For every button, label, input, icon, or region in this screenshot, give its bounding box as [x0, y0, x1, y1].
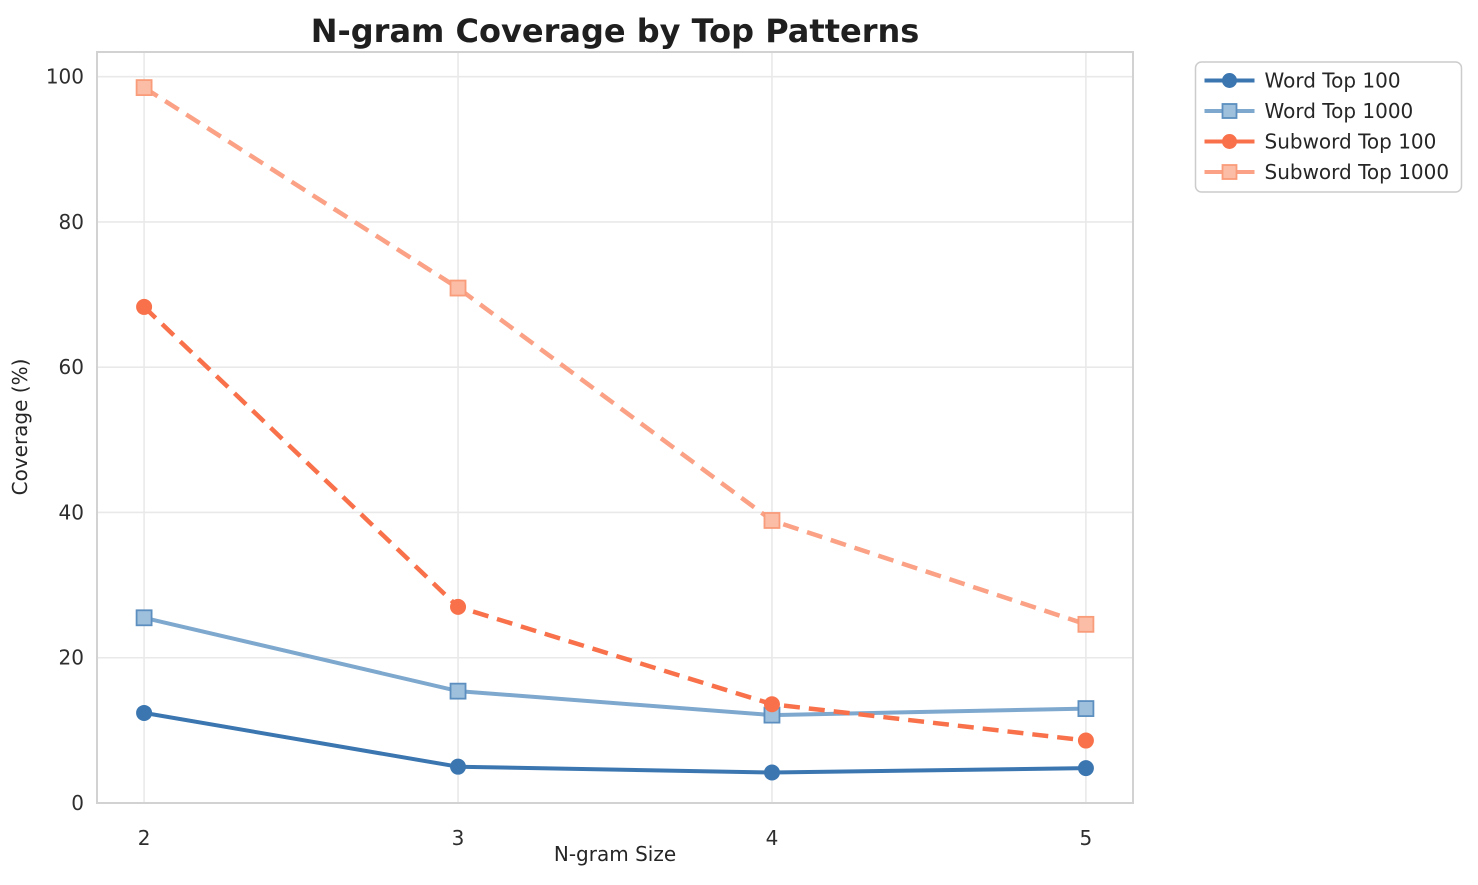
- legend-label-word-top-1000: Word Top 1000: [1265, 99, 1414, 123]
- marker-subword-top-100-x4: [763, 696, 780, 713]
- grid-layer: [96, 51, 1134, 804]
- legend-label-subword-top-100: Subword Top 100: [1265, 130, 1437, 154]
- legend-marker-word-top-1000: [1221, 103, 1238, 119]
- y-tick-label-100: 100: [46, 65, 84, 89]
- series-line-subword-top-1000: [142, 85, 1087, 627]
- marker-word-top-100-x4: [763, 764, 780, 781]
- legend-marker-subword-top-1000: [1221, 164, 1238, 180]
- marker-subword-top-1000-x4: [763, 512, 781, 529]
- y-tick-label-20: 20: [59, 646, 84, 670]
- marker-subword-top-100-x2: [136, 298, 153, 315]
- x-tick-label-3: 3: [452, 826, 465, 850]
- legend-marker-word-top-100: [1222, 73, 1237, 88]
- legend-item-word-top-100: Word Top 100: [1204, 69, 1401, 93]
- marker-subword-top-100-x3: [450, 598, 467, 615]
- marker-word-top-100-x5: [1077, 760, 1094, 777]
- marker-subword-top-1000-x5: [1077, 615, 1095, 633]
- y-tick-label-60: 60: [59, 355, 84, 379]
- legend-marker-subword-top-100: [1222, 134, 1237, 149]
- series-layer: [135, 79, 1095, 781]
- marker-subword-top-100-x5: [1077, 732, 1094, 749]
- series-line-subword-top-100: [142, 305, 1087, 743]
- y-tick-label-0: 0: [71, 791, 84, 815]
- plot-frame: [96, 51, 1134, 804]
- marker-subword-top-1000-x2: [135, 79, 153, 96]
- series-line-word-top-1000: [143, 615, 1086, 718]
- x-tick-label-2: 2: [138, 826, 151, 850]
- legend-label-subword-top-1000: Subword Top 1000: [1265, 160, 1450, 184]
- series-line-word-top-100: [143, 710, 1086, 775]
- x-tick-label-4: 4: [766, 826, 779, 850]
- x-tick-label-5: 5: [1080, 826, 1093, 850]
- marker-word-top-1000-x3: [449, 682, 467, 700]
- marker-word-top-100-x3: [450, 758, 467, 775]
- legend-item-subword-top-1000: Subword Top 1000: [1204, 160, 1450, 184]
- legend-box: [1194, 61, 1463, 193]
- y-tick-label-40: 40: [59, 500, 84, 524]
- legend-item-subword-top-100: Subword Top 100: [1204, 130, 1437, 154]
- legend-item-word-top-1000: Word Top 1000: [1204, 99, 1414, 123]
- marker-word-top-100-x2: [136, 704, 153, 721]
- marker-word-top-1000-x2: [135, 609, 153, 627]
- legend-label-word-top-100: Word Top 100: [1265, 69, 1401, 93]
- legend: Word Top 100 Word Top 1000 Subword Top 100…: [1194, 61, 1463, 193]
- y-axis-label: Coverage (%): [8, 359, 32, 496]
- chart-title: N-gram Coverage by Top Patterns: [311, 12, 920, 50]
- x-axis-label: N-gram Size: [554, 842, 676, 866]
- marker-word-top-1000-x5: [1077, 700, 1095, 717]
- marker-subword-top-1000-x3: [449, 279, 467, 297]
- tick-layer: 0 20 40 60 80 100 2 3 4 5: [46, 65, 1092, 850]
- y-tick-label-80: 80: [59, 210, 84, 234]
